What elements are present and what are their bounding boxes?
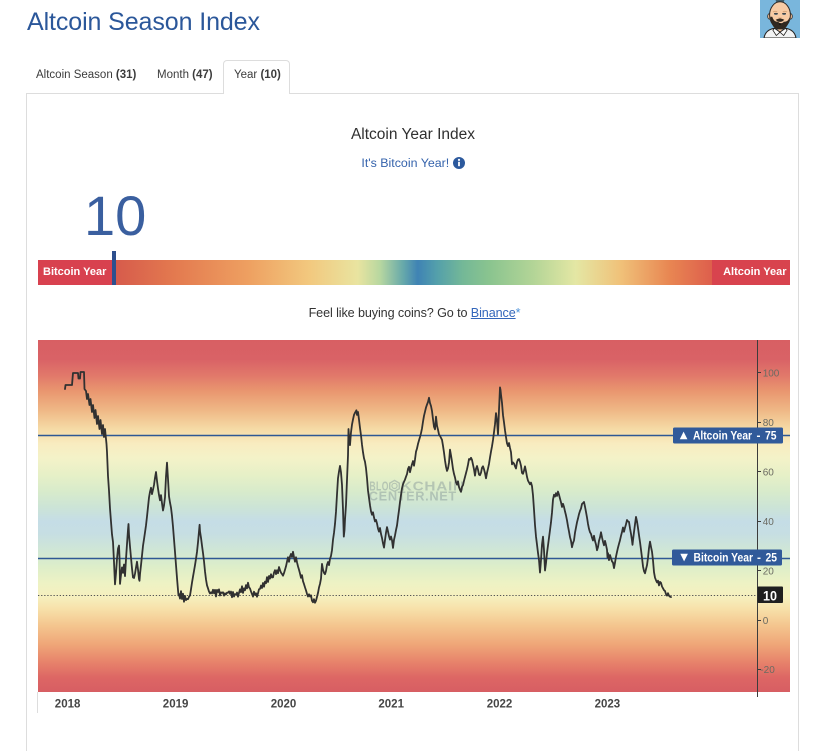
svg-text:-: -	[757, 429, 761, 443]
svg-text:60: 60	[763, 467, 775, 478]
svg-text:40: 40	[763, 517, 775, 528]
svg-text:Altcoin Year: Altcoin Year	[693, 429, 752, 443]
svg-text:2023: 2023	[595, 699, 621, 711]
svg-text:2019: 2019	[163, 699, 189, 711]
svg-text:80: 80	[763, 418, 775, 429]
svg-text:100: 100	[763, 368, 780, 379]
svg-text:2020: 2020	[271, 699, 297, 711]
svg-text:2022: 2022	[487, 699, 513, 711]
svg-text:Bitcoin Year: Bitcoin Year	[694, 551, 754, 565]
svg-text:BLO: BLO	[369, 479, 389, 493]
svg-text:75: 75	[765, 429, 777, 443]
svg-text:0: 0	[763, 616, 769, 627]
svg-text:-: -	[757, 551, 761, 565]
svg-text:CENTER.NET: CENTER.NET	[369, 489, 457, 503]
svg-text:2018: 2018	[55, 699, 81, 711]
svg-text:25: 25	[766, 551, 778, 565]
svg-text:2021: 2021	[378, 699, 404, 711]
svg-text:-20: -20	[760, 665, 775, 676]
svg-text:10: 10	[763, 587, 777, 603]
svg-text:20: 20	[763, 566, 775, 577]
svg-text:KCHAIN: KCHAIN	[401, 479, 465, 493]
